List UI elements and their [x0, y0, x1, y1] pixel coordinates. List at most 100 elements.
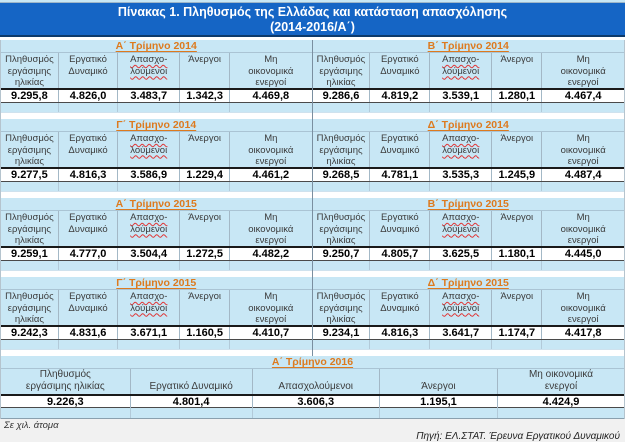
- column-header: Εργατικό Δυναμικό: [370, 211, 431, 246]
- data-cell: 4.417,8: [564, 327, 602, 339]
- column-header-line: ηλικίας: [14, 77, 44, 88]
- column-header: Εργατικό Δυναμικό: [131, 369, 253, 394]
- column-headers: Πληθυσμός εργάσιμης ηλικίας Εργατικό Δυναμικ…: [312, 132, 624, 167]
- spacer-row: [1, 408, 624, 419]
- title-gap: [0, 37, 625, 40]
- column-header-line: Δυναμικό: [68, 65, 108, 77]
- column-header-line: Πληθυσμός: [5, 291, 54, 302]
- spacer-cell: [313, 182, 371, 191]
- column-header-line: οικονομικά: [248, 302, 294, 314]
- quarter-pair-row: Α΄ Τρίμηνο 2014 Πληθυσμός εργάσιμης ηλικίας…: [1, 40, 624, 119]
- data-cell: 3.641,7: [430, 327, 493, 339]
- column-header-line: εργάσιμης: [319, 144, 363, 156]
- column-header-line: Πληθυσμός: [5, 54, 54, 65]
- column-header-line: οικονομικά: [560, 144, 606, 156]
- data-cell: 1.195,1: [380, 396, 499, 408]
- column-header: Μη οικονομικά ενεργοί: [542, 132, 624, 167]
- column-header-line: Άνεργοι: [500, 133, 534, 144]
- column-header-line: Δυναμικό: [68, 144, 108, 156]
- column-header-line: Απασχο-: [442, 54, 480, 65]
- data-cell: 4.819,2: [370, 90, 431, 102]
- column-header: Απασχο-λούμενοι: [118, 290, 181, 325]
- units-footnote: Σε χιλ. άτομα: [4, 420, 59, 431]
- quarter-header: Γ΄ Τρίμηνο 2014: [1, 119, 312, 132]
- column-header: Απασχο-λούμενοι: [118, 53, 181, 88]
- column-header-line: Δυναμικό: [380, 223, 420, 235]
- spacer-row: [312, 261, 624, 271]
- data-cell: 4.410,7: [252, 327, 290, 339]
- column-header-line: ενεργοί: [255, 235, 287, 246]
- column-header-line: Μη οικονομικά: [528, 369, 594, 380]
- spacer-cell: [370, 340, 431, 349]
- spacer-row-white: [1, 350, 312, 356]
- spacer-row: [312, 182, 624, 192]
- spacer-cell: [1, 340, 59, 349]
- column-header-line: Μη: [264, 133, 278, 144]
- data-cell: 1.229,4: [180, 169, 231, 181]
- spacer-cell: [430, 103, 493, 112]
- spacer-row-white: [312, 271, 624, 277]
- column-header: Πληθυσμός εργάσιμης ηλικίας: [313, 290, 371, 325]
- data-row: 9.242,3 4.831,6 3.671,1 1.160,5 4.410,7: [1, 325, 312, 340]
- data-cell: 9.286,6: [313, 90, 371, 102]
- column-header-line: Μη: [264, 291, 278, 302]
- column-header: Μη οικονομικά ενεργοί: [230, 211, 311, 246]
- spacer-row-white: [312, 113, 624, 119]
- column-header-line: οικονομικά: [248, 223, 294, 235]
- column-header: Εργατικό Δυναμικό: [59, 290, 119, 325]
- quarter-half: Γ΄ Τρίμηνο 2015 Πληθυσμός εργάσιμης ηλικίας…: [1, 277, 313, 356]
- spacer-cell: [370, 182, 431, 191]
- quarter-header-2016: Α΄ Τρίμηνο 2016: [1, 356, 624, 369]
- data-cell: 4.469,8: [252, 90, 290, 102]
- spacer-cell: [118, 103, 181, 112]
- data-cell: 4.482,2: [252, 248, 290, 260]
- column-header: Εργατικό Δυναμικό: [59, 211, 119, 246]
- column-header: Πληθυσμός εργάσιμης ηλικίας: [313, 211, 371, 246]
- spacer-row-white: [1, 192, 312, 198]
- column-header-line: Εργατικό: [69, 133, 107, 144]
- column-header-line: Άνεργοι: [188, 291, 221, 302]
- column-header-line: εργάσιμης ηλικίας: [25, 381, 105, 392]
- column-header-line: λούμενοι: [130, 302, 168, 314]
- column-header-line: ηλικίας: [326, 235, 356, 246]
- quarter-half: Α΄ Τρίμηνο 2014 Πληθυσμός εργάσιμης ηλικίας…: [1, 40, 313, 119]
- column-header: Μη οικονομικά ενεργοί: [230, 290, 311, 325]
- column-header-line: ενεργοί: [567, 156, 599, 167]
- spacer-cell: [492, 261, 543, 270]
- quarter-label: Γ΄ Τρίμηνο 2015: [116, 277, 197, 289]
- column-header-line: οικονομικά: [560, 223, 606, 235]
- quarter-header: Α΄ Τρίμηνο 2015: [1, 198, 312, 211]
- column-header-line: λούμενοι: [442, 302, 480, 314]
- spacer-cell: [542, 103, 624, 112]
- column-header-line: ηλικίας: [326, 156, 356, 167]
- column-header-line: ηλικίας: [14, 235, 44, 246]
- quarter-label: Α΄ Τρίμηνο 2014: [115, 40, 197, 52]
- column-headers: Πληθυσμός εργάσιμης ηλικίας Εργατικό Δυναμικ…: [312, 53, 624, 88]
- spacer-cell: [118, 340, 181, 349]
- column-header: Απασχο-λούμενοι: [118, 211, 181, 246]
- column-header-line: Απασχολούμενοι: [278, 381, 354, 392]
- spacer-cell: [430, 340, 493, 349]
- spacer-cell: [370, 103, 431, 112]
- column-header-line: ενεργοί: [255, 156, 287, 167]
- data-cell: 3.606,3: [253, 396, 380, 408]
- column-header-line: Δυναμικό: [380, 144, 420, 156]
- data-cell: 3.586,9: [118, 169, 181, 181]
- data-cell: 3.483,7: [118, 90, 181, 102]
- data-cell: 4.816,3: [370, 327, 431, 339]
- column-header-line: εργάσιμης: [7, 302, 51, 314]
- spacer-cell: [492, 340, 543, 349]
- column-header-line: Εργατικό: [380, 291, 419, 302]
- quarter-pair-row: Γ΄ Τρίμηνο 2015 Πληθυσμός εργάσιμης ηλικίας…: [1, 277, 624, 356]
- quarter-half: Α΄ Τρίμηνο 2015 Πληθυσμός εργάσιμης ηλικίας…: [1, 198, 313, 277]
- column-header: Μη οικονομικά ενεργοί: [542, 290, 624, 325]
- column-header: Πληθυσμός εργάσιμης ηλικίας: [313, 132, 371, 167]
- column-header: Άνεργοι: [492, 290, 543, 325]
- column-header-line: Απασχο-: [130, 212, 168, 223]
- spacer-row-white: [1, 113, 312, 119]
- column-header-line: λούμενοι: [442, 144, 480, 156]
- column-header: Άνεργοι: [492, 53, 543, 88]
- quarter-label: Α΄ Τρίμηνο 2015: [115, 198, 197, 210]
- quarter-half: Δ΄ Τρίμηνο 2015 Πληθυσμός εργάσιμης ηλικίας…: [312, 277, 624, 356]
- column-header: Εργατικό Δυναμικό: [370, 132, 431, 167]
